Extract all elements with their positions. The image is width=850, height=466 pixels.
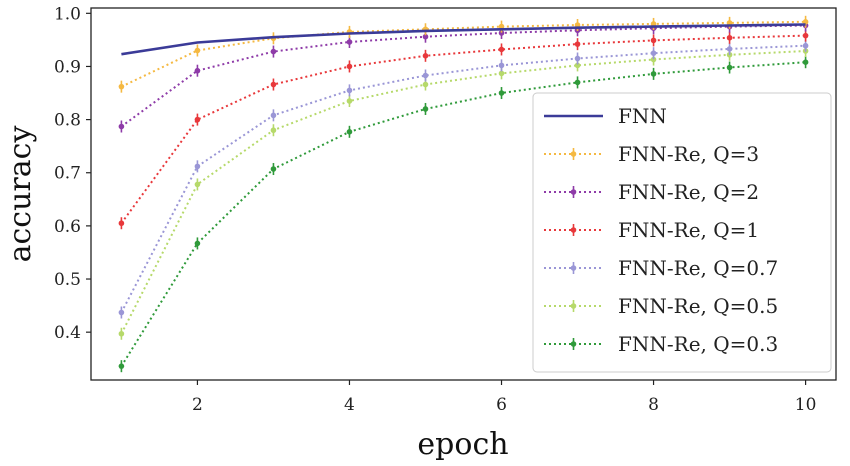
legend-label: FNN-Re, Q=0.5 [618,294,778,318]
data-point [422,106,429,112]
data-point [270,81,277,88]
data-point [802,32,809,39]
data-point [270,112,277,119]
data-point [650,37,657,44]
data-point [726,34,733,41]
data-point [346,98,353,104]
y-tick-label: 0.7 [54,164,81,184]
y-tick-label: 0.8 [54,111,81,131]
data-point [574,55,581,62]
x-tick-label: 4 [344,395,355,415]
plot-frame [90,7,837,381]
data-point [118,123,125,130]
data-point [650,50,657,56]
legend: FNN FNN-Re, Q=3 FNN-Re, Q=2 FNN-Re, Q=1 FNN-… [532,92,832,373]
legend-label: FNN-Re, Q=2 [618,180,759,204]
data-point [650,56,657,63]
series-layer [118,15,809,373]
data-point [802,59,809,66]
data-point [498,62,505,69]
data-point [422,81,429,88]
data-point [574,62,581,69]
data-point [574,79,581,86]
data-point [498,46,505,53]
y-tick-label: 1.0 [54,4,81,24]
data-point [118,220,125,227]
data-point [270,48,277,55]
data-point [346,63,353,70]
x-axis-title: epoch [417,427,508,462]
data-point [498,90,505,96]
x-tick-label: 6 [496,395,507,415]
y-tick-label: 0.5 [54,270,81,290]
data-point [726,46,733,52]
data-point [802,19,809,25]
data-point [194,240,201,247]
y-tick-label: 0.9 [54,57,81,77]
legend-label: FNN-Re, Q=1 [618,218,759,242]
data-point [422,72,429,79]
data-point [270,166,277,172]
data-point [422,33,429,40]
data-point [498,70,505,77]
data-point [802,42,809,49]
legend-swatch-marker [570,189,577,195]
data-point [650,71,657,77]
y-tick-label: 0.6 [54,217,81,237]
data-point [422,53,429,59]
data-point [194,116,201,123]
data-point [346,87,353,94]
data-point [574,41,581,47]
series-line [120,44,806,313]
data-point [270,127,277,134]
data-point [346,39,353,45]
x-tick-label: 10 [795,395,817,415]
series-line [120,20,806,88]
legend-swatch-marker [570,341,577,347]
data-point [118,330,125,337]
legend-swatch-marker [570,227,577,233]
legend-box [532,92,832,373]
legend-label: FNN-Re, Q=3 [618,142,759,166]
x-tick-label: 2 [192,395,203,415]
data-point [498,30,505,36]
y-axis-title: accuracy [3,126,38,263]
data-point [194,47,201,54]
data-point [346,129,353,135]
data-point [118,83,125,90]
legend-swatch-marker [570,265,577,271]
data-point [118,363,125,369]
legend-label: FNN-Re, Q=0.7 [618,256,778,280]
series-line [120,34,806,224]
x-tick-label: 8 [648,395,659,415]
x-axis: 2 4 6 8 10 [192,380,816,415]
legend-label: FNN [618,104,667,128]
y-tick-label: 0.4 [54,323,81,343]
data-point [194,163,201,170]
series-line [120,24,806,128]
data-point [194,181,201,188]
data-point [194,67,201,74]
series-line [121,23,806,56]
data-point [726,64,733,71]
legend-swatch-marker [570,151,577,157]
legend-swatch-marker [570,303,577,309]
y-axis: 0.4 0.5 0.6 0.7 0.8 0.9 1.0 [54,4,91,343]
data-point [118,309,125,316]
legend-label: FNN-Re, Q=0.3 [618,332,778,356]
